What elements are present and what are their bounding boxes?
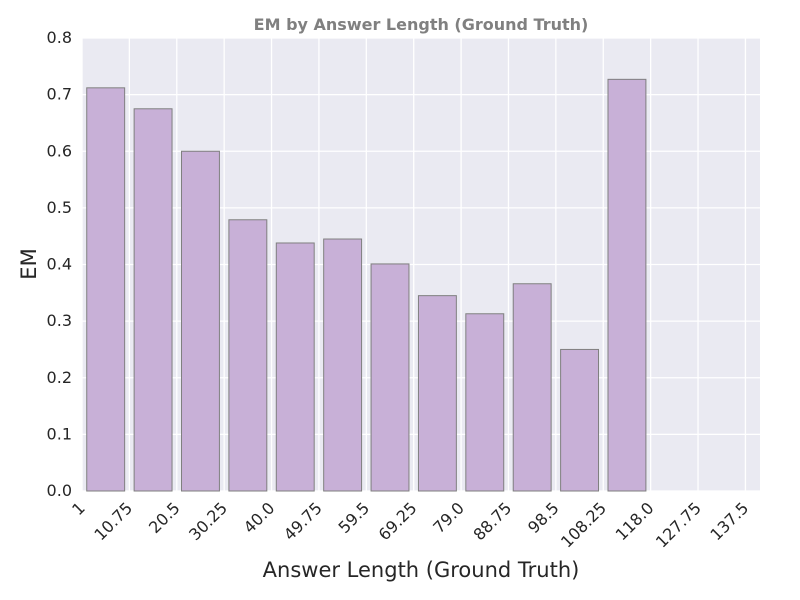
bars: [86, 78, 647, 492]
x-tick-label: 127.75: [652, 498, 705, 551]
y-tick-label: 0.7: [47, 85, 72, 104]
x-tick-label: 40.0: [240, 498, 279, 537]
y-tick-label: 0.4: [47, 255, 72, 274]
bar: [133, 108, 173, 492]
bar: [607, 78, 647, 492]
bar: [465, 313, 505, 492]
x-tick-label: 20.5: [145, 498, 184, 537]
x-tick-label: 88.75: [469, 498, 515, 544]
bar: [228, 219, 268, 492]
y-axis-label: EM: [17, 248, 41, 279]
x-tick-label: 108.25: [557, 498, 610, 551]
bar: [370, 263, 410, 492]
bar: [323, 238, 363, 492]
bar: [86, 87, 126, 492]
x-tick-label: 137.5: [706, 498, 752, 544]
y-axis-ticks: 0.0 0.1 0.2 0.3 0.4 0.5 0.6 0.7 0.8: [47, 28, 72, 500]
x-tick-label: 69.25: [375, 498, 421, 544]
x-tick-label: 79.0: [429, 498, 468, 537]
x-tick-label: 49.75: [280, 498, 326, 544]
x-tick-label: 59.5: [335, 498, 374, 537]
y-tick-label: 0.8: [47, 28, 72, 47]
x-tick-label: 98.5: [524, 498, 563, 537]
y-tick-label: 0.2: [47, 368, 72, 387]
x-tick-label: 118.0: [612, 498, 658, 544]
x-tick-label: 30.25: [185, 498, 231, 544]
x-axis-ticks: 1 10.75 20.5 30.25 40.0 49.75 59.5 69.25 79.0 88.…: [68, 498, 752, 551]
bar: [417, 295, 457, 492]
bar: [181, 150, 220, 492]
y-tick-label: 0.6: [47, 141, 72, 160]
x-tick-label: 1: [68, 498, 89, 519]
bar: [560, 348, 600, 492]
x-axis-label: Answer Length (Ground Truth): [263, 558, 580, 582]
y-tick-label: 0.1: [47, 424, 72, 443]
x-gridlines: [81, 38, 747, 491]
y-tick-label: 0.3: [47, 311, 72, 330]
x-tick-label: 10.75: [90, 498, 136, 544]
y-tick-label: 0.5: [47, 198, 72, 217]
bar: [275, 242, 315, 492]
bar: [512, 283, 552, 492]
chart-title: EM by Answer Length (Ground Truth): [254, 15, 589, 34]
y-tick-label: 0.0: [47, 481, 72, 500]
